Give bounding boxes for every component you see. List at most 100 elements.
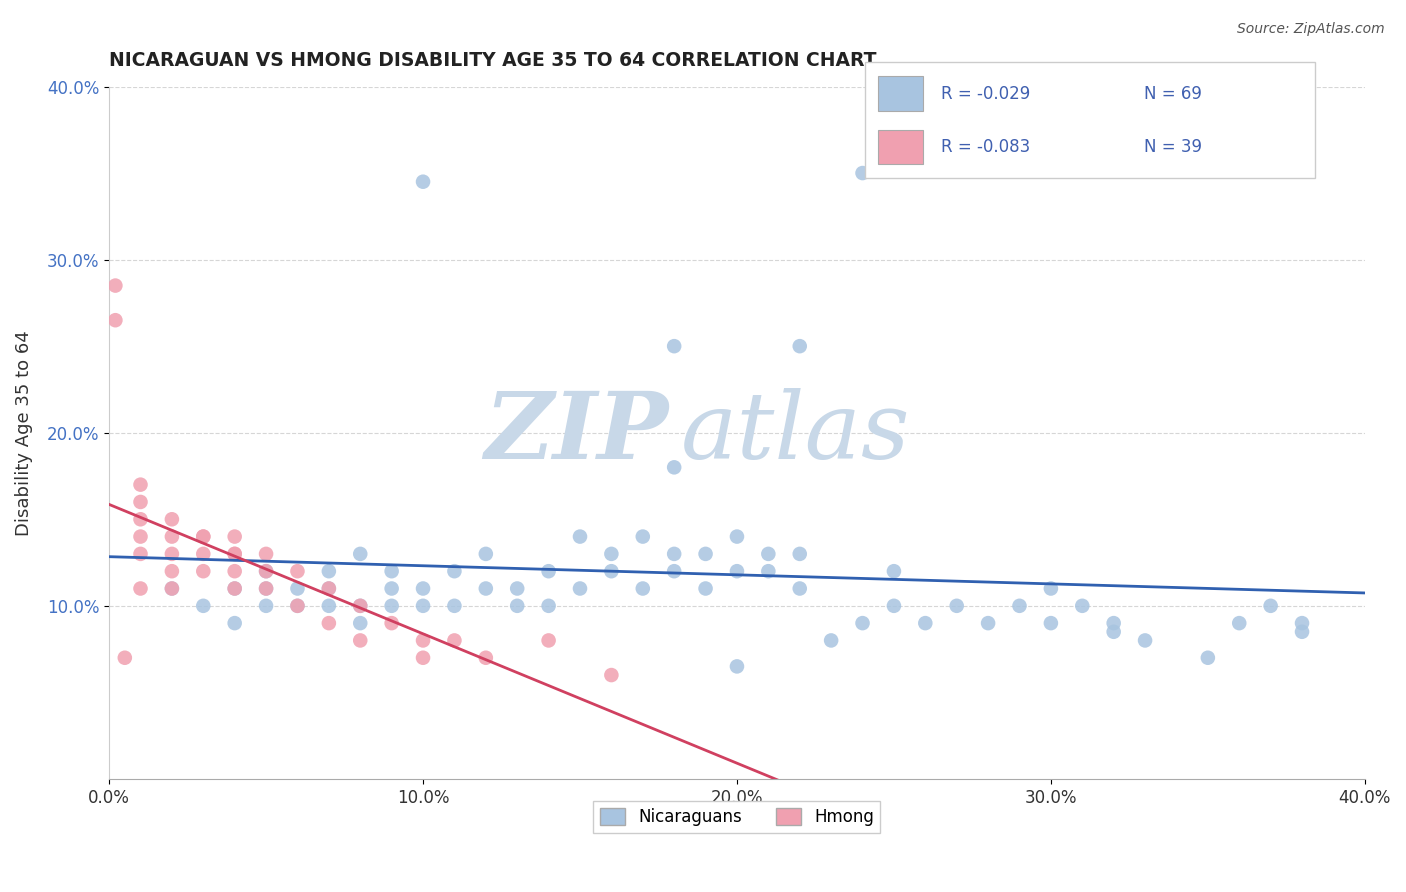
FancyBboxPatch shape [879, 77, 924, 112]
Hmong [193, 564, 215, 578]
Nicaraguans [160, 582, 183, 596]
Nicaraguans [662, 547, 685, 561]
Hmong [160, 512, 183, 526]
Nicaraguans [789, 339, 811, 353]
Nicaraguans [945, 599, 967, 613]
Hmong [224, 564, 246, 578]
Nicaraguans [349, 547, 371, 561]
Nicaraguans [1008, 599, 1031, 613]
Hmong [224, 582, 246, 596]
Hmong [129, 512, 152, 526]
Nicaraguans [1133, 633, 1156, 648]
Nicaraguans [412, 175, 434, 189]
Nicaraguans [569, 582, 592, 596]
Hmong [254, 582, 277, 596]
Nicaraguans [254, 564, 277, 578]
Hmong [600, 668, 623, 682]
Nicaraguans [381, 599, 404, 613]
Nicaraguans [318, 582, 340, 596]
Hmong [104, 313, 127, 327]
Hmong [129, 582, 152, 596]
Nicaraguans [224, 616, 246, 631]
Nicaraguans [695, 547, 717, 561]
Hmong [160, 582, 183, 596]
Nicaraguans [254, 599, 277, 613]
Y-axis label: Disability Age 35 to 64: Disability Age 35 to 64 [15, 330, 32, 535]
Nicaraguans [1102, 616, 1125, 631]
Nicaraguans [349, 616, 371, 631]
Nicaraguans [224, 582, 246, 596]
Nicaraguans [475, 582, 498, 596]
Nicaraguans [820, 633, 842, 648]
Text: ZIP: ZIP [484, 388, 668, 478]
Nicaraguans [537, 564, 560, 578]
Hmong [129, 530, 152, 544]
Nicaraguans [600, 547, 623, 561]
Nicaraguans [537, 599, 560, 613]
Nicaraguans [1260, 599, 1282, 613]
Text: R = -0.029: R = -0.029 [941, 85, 1031, 103]
Nicaraguans [1197, 650, 1219, 665]
Hmong [129, 477, 152, 491]
Nicaraguans [287, 599, 309, 613]
Hmong [160, 530, 183, 544]
Hmong [254, 564, 277, 578]
Nicaraguans [725, 659, 748, 673]
Hmong [104, 278, 127, 293]
Nicaraguans [631, 530, 654, 544]
Text: R = -0.083: R = -0.083 [941, 138, 1031, 156]
Nicaraguans [662, 460, 685, 475]
Nicaraguans [381, 582, 404, 596]
Nicaraguans [883, 564, 905, 578]
Hmong [224, 547, 246, 561]
Nicaraguans [789, 547, 811, 561]
Hmong [224, 547, 246, 561]
Nicaraguans [349, 599, 371, 613]
Nicaraguans [443, 599, 465, 613]
Nicaraguans [254, 582, 277, 596]
Nicaraguans [662, 564, 685, 578]
Nicaraguans [695, 582, 717, 596]
Nicaraguans [443, 564, 465, 578]
Nicaraguans [381, 564, 404, 578]
Nicaraguans [1291, 616, 1313, 631]
Nicaraguans [569, 530, 592, 544]
Hmong [287, 599, 309, 613]
Nicaraguans [1071, 599, 1094, 613]
Nicaraguans [506, 582, 529, 596]
FancyBboxPatch shape [879, 129, 924, 164]
Hmong [349, 599, 371, 613]
Hmong [475, 650, 498, 665]
FancyBboxPatch shape [865, 62, 1315, 178]
Nicaraguans [1039, 616, 1062, 631]
Nicaraguans [318, 564, 340, 578]
Nicaraguans [1039, 582, 1062, 596]
Hmong [193, 530, 215, 544]
Nicaraguans [851, 616, 873, 631]
Nicaraguans [287, 582, 309, 596]
Nicaraguans [506, 599, 529, 613]
Nicaraguans [600, 564, 623, 578]
Nicaraguans [851, 166, 873, 180]
Hmong [254, 547, 277, 561]
Hmong [114, 650, 136, 665]
Nicaraguans [789, 582, 811, 596]
Hmong [412, 650, 434, 665]
Text: N = 69: N = 69 [1143, 85, 1202, 103]
Nicaraguans [1102, 624, 1125, 639]
Text: Source: ZipAtlas.com: Source: ZipAtlas.com [1237, 22, 1385, 37]
Hmong [318, 582, 340, 596]
Nicaraguans [725, 530, 748, 544]
Nicaraguans [475, 547, 498, 561]
Hmong [412, 633, 434, 648]
Nicaraguans [412, 599, 434, 613]
Nicaraguans [412, 582, 434, 596]
Text: N = 39: N = 39 [1143, 138, 1202, 156]
Hmong [537, 633, 560, 648]
Hmong [193, 547, 215, 561]
Nicaraguans [883, 599, 905, 613]
Hmong [381, 616, 404, 631]
Legend: Nicaraguans, Hmong: Nicaraguans, Hmong [593, 801, 880, 833]
Nicaraguans [914, 616, 936, 631]
Nicaraguans [977, 616, 1000, 631]
